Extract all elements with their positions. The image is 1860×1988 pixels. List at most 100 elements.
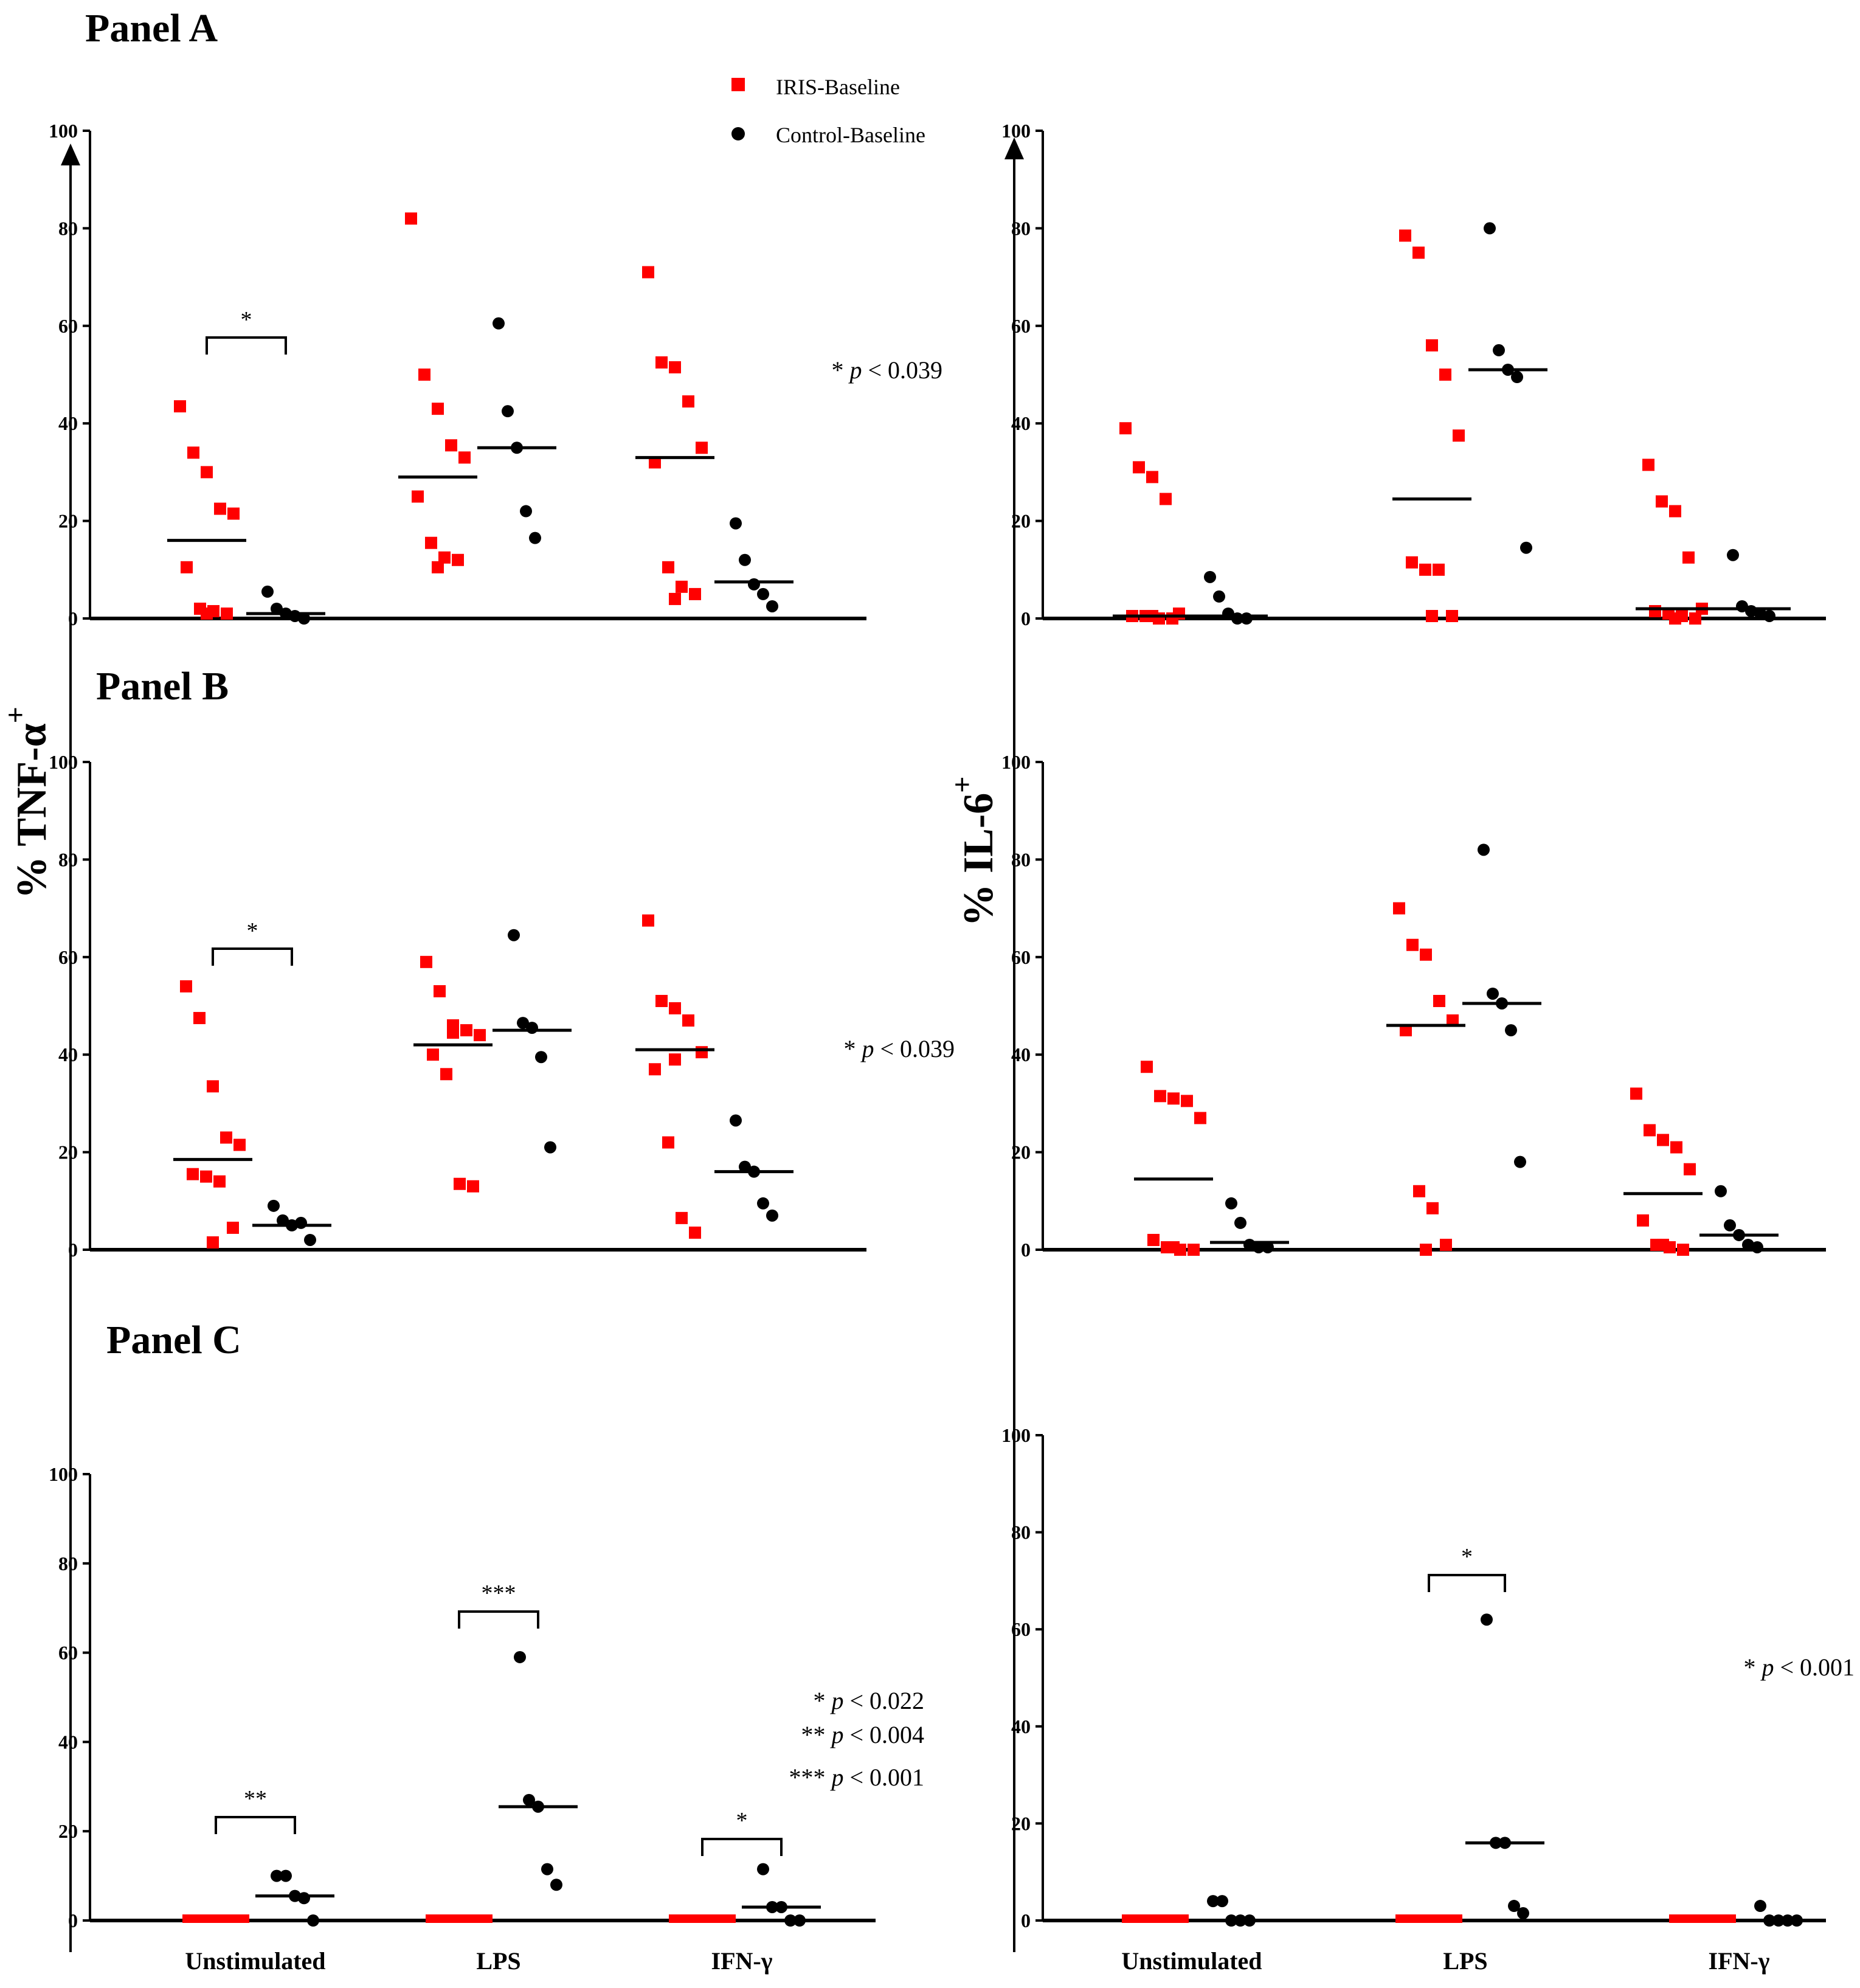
iris-point-unstimulated [207, 1236, 219, 1249]
control-point-lps [529, 532, 541, 544]
control-point-unstimulated [271, 1869, 283, 1882]
y-tick-label: 40 [1011, 1716, 1031, 1737]
y-tick-label: 80 [1011, 217, 1031, 239]
plot-panel-b-il6: 0 20 40 60 80 100 [1001, 751, 1826, 1261]
iris-point-ifn-gamma [696, 1046, 708, 1059]
control-point-lps [544, 1141, 556, 1154]
panel-b-title: Panel B [96, 664, 229, 708]
iris-point-ifn-gamma [676, 580, 688, 593]
x-category-label-ifn-gamma: IFN-γ [711, 1947, 773, 1975]
iris-point-lps [438, 551, 451, 564]
p-symbol: p [1760, 1654, 1774, 1681]
control-point-ifn-gamma [757, 1197, 769, 1210]
iris-point-lps [432, 561, 444, 573]
p-symbol: p [829, 1764, 843, 1791]
iris-point-unstimulated [200, 1170, 212, 1183]
iris-point-unstimulated [1181, 1095, 1193, 1107]
y-tick-label: 80 [58, 1553, 78, 1574]
iris-point-unstimulated [1147, 1233, 1160, 1246]
iris-point-ifn-gamma [1637, 1214, 1649, 1227]
y-tick-label: 40 [1011, 1044, 1031, 1065]
iris-point-unstimulated [1146, 471, 1158, 483]
control-point-lps [1478, 843, 1490, 856]
y-tick-label: 80 [58, 217, 78, 239]
control-point-unstimulated [1262, 1241, 1274, 1253]
p-threshold: < 0.001 [843, 1764, 924, 1791]
control-point-ifn-gamma [739, 553, 751, 566]
control-point-unstimulated [298, 1892, 310, 1905]
p-threshold: < 0.022 [843, 1687, 924, 1714]
y-tick-label: 60 [58, 1642, 78, 1664]
y-tick-label: 0 [68, 1910, 78, 1931]
il6-y-title-text: % IL-6 [955, 793, 1002, 927]
iris-point-unstimulated [1166, 612, 1178, 625]
y-tick-label: 20 [58, 1141, 78, 1163]
iris-point-lps [474, 1029, 486, 1042]
control-point-lps [517, 1017, 529, 1030]
control-point-lps [550, 1879, 562, 1891]
y-tick-label: 0 [1021, 1239, 1031, 1261]
control-point-lps [541, 1863, 553, 1875]
control-point-unstimulated [271, 602, 283, 615]
panel-a-title: Panel A [85, 6, 218, 50]
control-point-ifn-gamma [766, 1209, 778, 1222]
y-tick-label: 60 [1011, 315, 1031, 337]
iris-point-unstimulated [227, 1221, 239, 1234]
iris-point-ifn-gamma [1677, 1244, 1689, 1256]
control-point-ifn-gamma [1724, 1219, 1736, 1231]
y-tick-label: 0 [68, 1239, 78, 1261]
y-tick-label: 40 [58, 1731, 78, 1753]
iris-point-ifn-gamma [676, 1211, 688, 1224]
iris-point-ifn-gamma [649, 456, 661, 469]
iris-point-lps [1406, 556, 1418, 569]
iris-point-unstimulated [180, 980, 192, 992]
iris-median-bar-unstimulated [182, 1914, 249, 1923]
iris-point-unstimulated [181, 561, 193, 573]
p-symbol: p [829, 1687, 843, 1714]
control-point-lps [535, 1051, 547, 1064]
iris-point-ifn-gamma [682, 395, 694, 408]
iris-point-ifn-gamma [642, 266, 654, 279]
p-value-annotation: ** p < 0.004 [801, 1721, 924, 1748]
iris-point-unstimulated [221, 607, 233, 620]
x-category-label-lps: LPS [476, 1947, 520, 1975]
significance-stars: ** [244, 1786, 267, 1812]
y-tick-label: 80 [1011, 848, 1031, 870]
p-value-annotation: *** p < 0.001 [789, 1764, 924, 1791]
significance-bracket [458, 1610, 539, 1629]
iris-point-ifn-gamma [696, 442, 708, 454]
control-point-lps [514, 1650, 526, 1663]
significance-stars: * [247, 918, 258, 944]
iris-point-unstimulated [201, 466, 213, 479]
y-tick-label: 60 [1011, 1618, 1031, 1640]
iris-point-unstimulated [187, 446, 199, 459]
significance-stars: * [241, 307, 252, 333]
iris-point-lps [467, 1180, 479, 1193]
y-tick-label: 40 [58, 1044, 78, 1065]
y-tick-label: 100 [49, 751, 78, 773]
iris-point-ifn-gamma [1669, 505, 1681, 518]
significance-stars: *** [482, 1581, 516, 1606]
iris-median-bar-ifn-gamma [669, 1914, 736, 1923]
iris-point-ifn-gamma [642, 914, 654, 927]
y-tick-label: 20 [1011, 1141, 1031, 1163]
iris-point-lps [447, 1027, 459, 1039]
iris-point-unstimulated [1188, 1244, 1200, 1256]
iris-point-unstimulated [1154, 1090, 1166, 1103]
iris-point-ifn-gamma [1644, 1124, 1656, 1137]
control-point-unstimulated [1213, 590, 1225, 603]
iris-point-lps [1399, 229, 1411, 242]
y-tick-label: 20 [1011, 1812, 1031, 1834]
iris-point-unstimulated [1119, 422, 1132, 435]
control-point-ifn-gamma [766, 600, 778, 612]
control-point-ifn-gamma [1754, 607, 1766, 620]
iris-point-ifn-gamma [662, 1136, 674, 1149]
iris-point-lps [454, 1177, 466, 1190]
control-point-ifn-gamma [1715, 1185, 1727, 1197]
iris-point-unstimulated [227, 507, 240, 520]
iris-point-ifn-gamma [682, 1014, 694, 1027]
iris-point-lps [425, 536, 437, 549]
iris-point-unstimulated [1167, 1092, 1180, 1105]
